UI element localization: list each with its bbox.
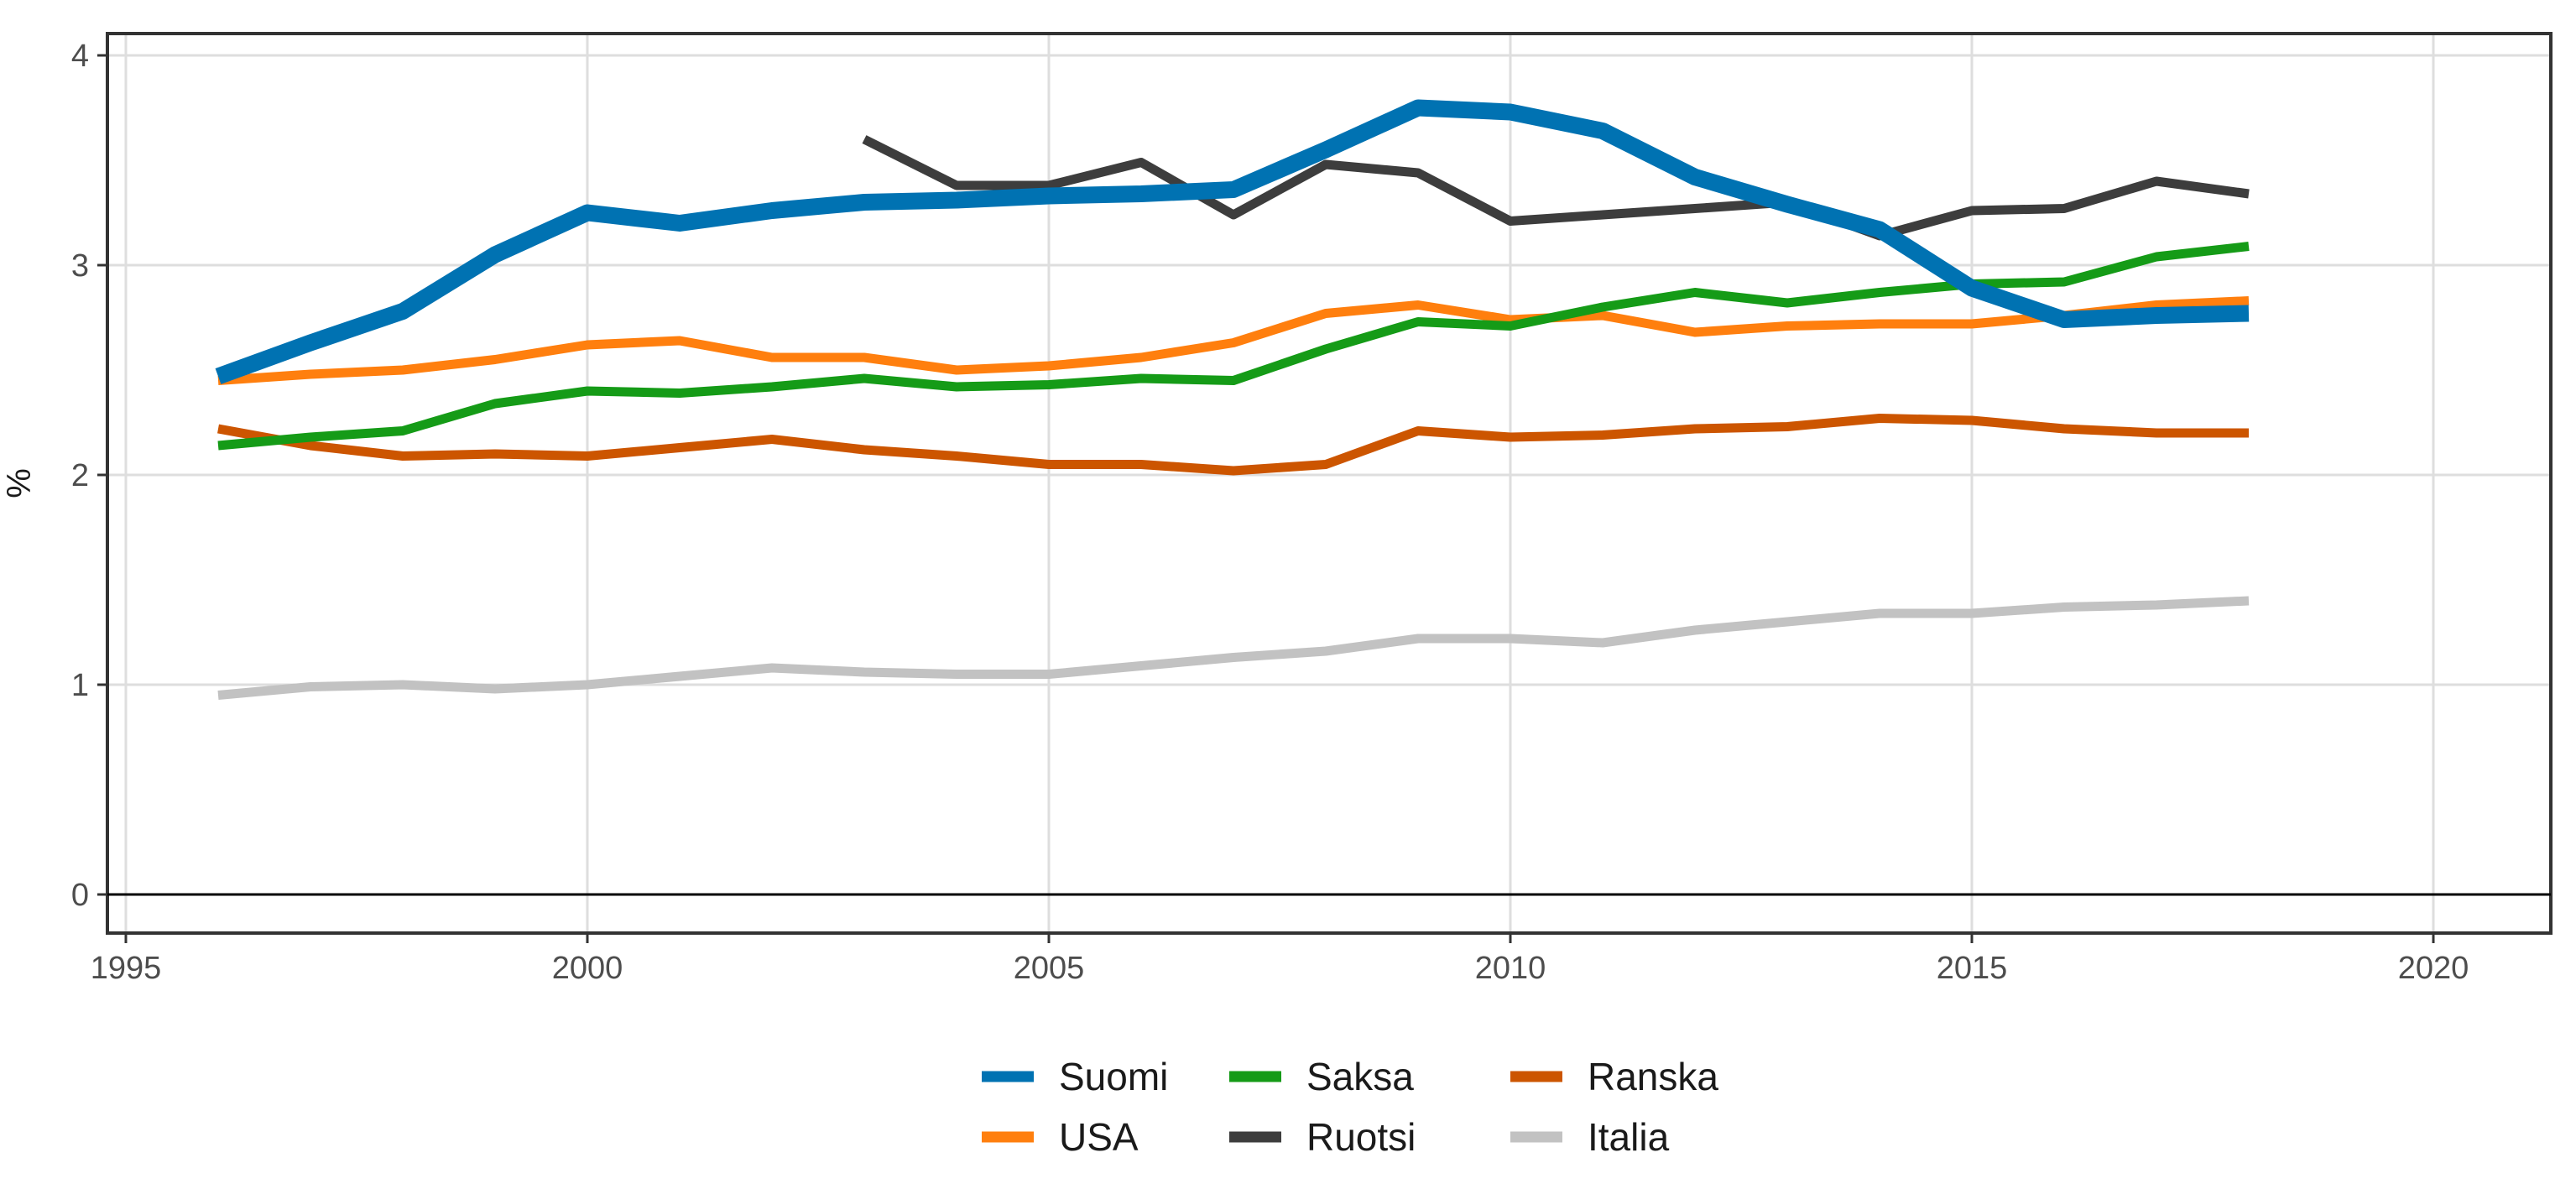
- series-line-ruotsi: [862, 135, 2250, 241]
- legend-label-italia: Italia: [1588, 1115, 1670, 1159]
- legend-label-usa: USA: [1059, 1115, 1139, 1159]
- x-tick-label: 1995: [91, 951, 162, 986]
- y-axis-title: %: [1, 468, 38, 498]
- y-tick-label: 2: [71, 458, 89, 493]
- x-tick-label: 2010: [1475, 951, 1546, 986]
- x-tick-label: 2015: [1937, 951, 2008, 986]
- series-line-italia: [217, 596, 2250, 700]
- series-line-suomi: [215, 99, 2250, 384]
- y-tick-label: 3: [71, 248, 89, 284]
- series-layer: [215, 99, 2250, 700]
- x-tick-label: 2020: [2398, 951, 2469, 986]
- series-line-saksa: [217, 242, 2250, 451]
- y-tick-label: 1: [71, 668, 89, 703]
- y-axis: 0 1 2 3 4: [71, 39, 107, 913]
- y-tick-label: 4: [71, 39, 89, 74]
- x-tick-label: 2000: [552, 951, 623, 986]
- legend-label-ruotsi: Ruotsi: [1306, 1115, 1416, 1159]
- legend: Suomi Saksa Ranska USA Ruotsi Italia: [982, 1055, 1718, 1159]
- legend-label-suomi: Suomi: [1059, 1055, 1168, 1098]
- legend-label-ranska: Ranska: [1588, 1055, 1718, 1098]
- x-axis: 1995 2000 2005 2010 2015 2020: [91, 933, 2469, 986]
- y-tick-label: 0: [71, 878, 89, 913]
- legend-label-saksa: Saksa: [1306, 1055, 1414, 1098]
- series-line-ranska: [217, 414, 2249, 476]
- series-line-usa: [217, 296, 2250, 385]
- plot-panel-border: [106, 32, 2553, 935]
- x-tick-label: 2005: [1014, 951, 1085, 986]
